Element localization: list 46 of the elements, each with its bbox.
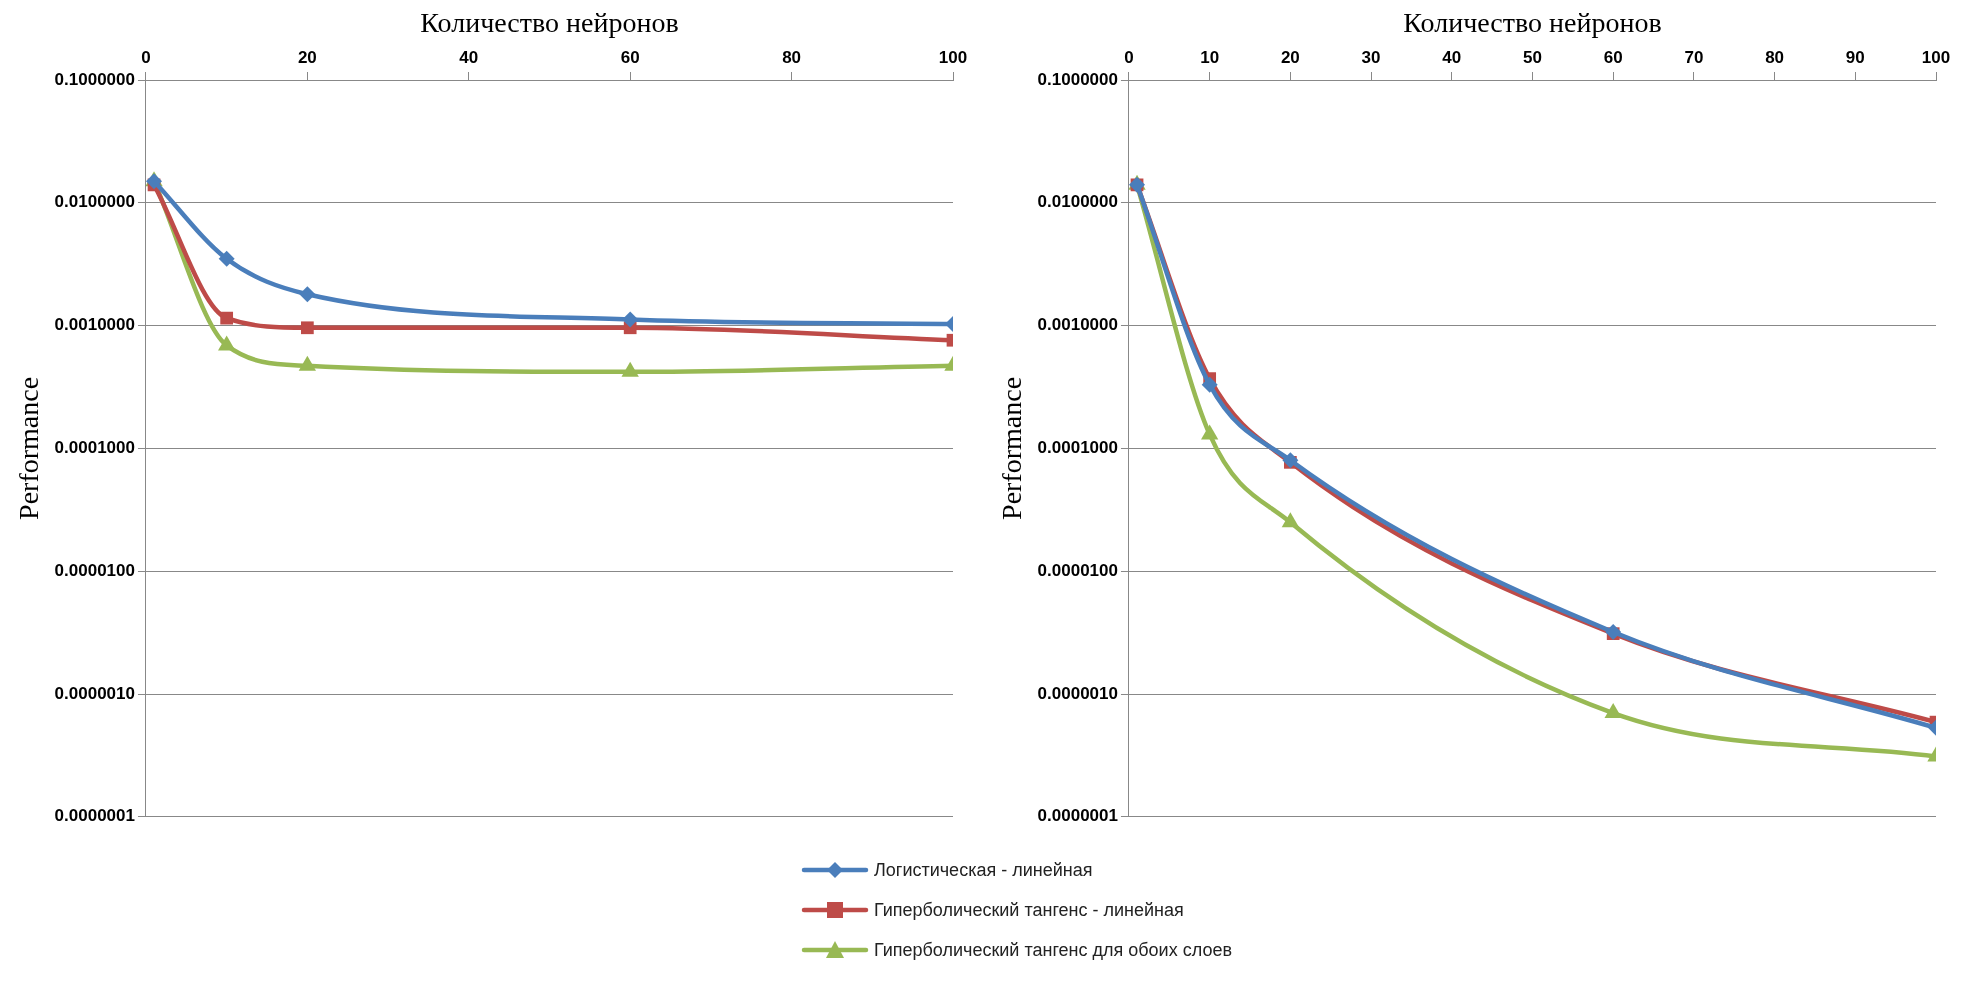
point [218,250,235,267]
point [1604,703,1622,719]
x-tick-label: 70 [1684,48,1704,68]
x-tick-label: 20 [1280,48,1300,68]
x-tick-label: 30 [1361,48,1381,68]
point [299,286,316,303]
y-tick-label: 0.1000000 [1037,69,1118,89]
x-tick-label: 80 [782,48,802,68]
y-tick-label: 0.0000100 [1037,560,1118,580]
y-tick-label: 0.0000001 [1037,806,1118,826]
x-tick-label: 100 [1921,48,1951,68]
y-tick-label: 0.0010000 [1037,315,1118,335]
x-tick-label: 0 [1124,48,1134,68]
y-tick-label: 0.0100000 [1037,192,1118,212]
y-tick-label: 0.0001000 [54,438,135,458]
x-axis-title: Количество нейронов [420,7,679,39]
y-axis-title: Performance [996,376,1028,520]
point [301,321,314,335]
point [1201,376,1218,393]
point [1281,512,1300,528]
y-tick-label: 0.0000010 [54,683,135,703]
x-tick-label: 60 [620,48,640,68]
x-tick-label: 90 [1845,48,1865,68]
y-tick-label: 0.0010000 [54,315,135,335]
y-tick-label: 0.0100000 [54,192,135,212]
point [220,311,234,325]
x-tick-label: 0 [141,48,151,68]
legend-label: Логистическая - линейная [874,859,1093,881]
x-tick-label: 80 [1765,48,1785,68]
y-axis-title: Performance [13,376,45,520]
x-tick-label: 60 [1603,48,1623,68]
y-tick-label: 0.0000001 [54,806,135,826]
x-tick-label: 50 [1523,48,1542,68]
point [1201,424,1219,440]
x-axis-title: Количество нейронов [1403,7,1662,39]
legend-label: Гиперболический тангенс для обоих слоев [874,939,1232,961]
y-tick-label: 0.0000010 [1037,683,1118,703]
x-tick-label: 20 [297,48,317,68]
x-tick-label: 40 [1442,48,1462,68]
y-tick-label: 0.1000000 [54,69,135,89]
y-tick-label: 0.0000100 [54,560,135,580]
x-tick-label: 40 [459,48,479,68]
x-tick-label: 100 [938,48,968,68]
legend-label: Гиперболический тангенс - линейная [874,899,1184,921]
x-tick-label: 10 [1200,48,1220,68]
y-tick-label: 0.0001000 [1037,438,1118,458]
